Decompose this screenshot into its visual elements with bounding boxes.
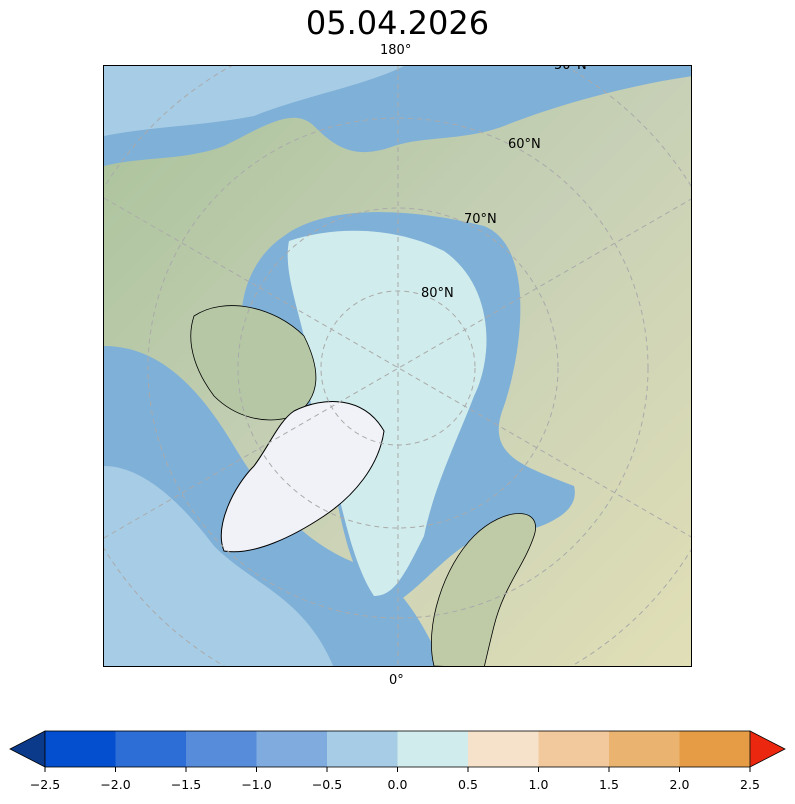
graticule: [104, 66, 691, 666]
colorbar-tick-label: −2.0: [100, 777, 131, 792]
greenland: [220, 401, 385, 553]
colorbar-tick-label: 1.0: [528, 777, 549, 792]
colorbar-over-triangle: [749, 730, 786, 768]
colorbar-tick-label: −2.5: [29, 777, 61, 792]
colorbar-tick-label: −1.5: [170, 777, 202, 792]
lat-label-50: 50°N: [554, 65, 587, 73]
colorbar-bin: [609, 731, 680, 767]
lat-label-80: 80°N: [421, 286, 454, 301]
map-canvas: [104, 66, 691, 666]
colorbar-bin: [327, 731, 398, 767]
colorbar-tick-label: 1.5: [599, 777, 619, 792]
lon-label-0: 0°: [389, 673, 404, 688]
colorbar-tick-label: 0.5: [458, 777, 478, 792]
colorbar-tick-label: −0.5: [311, 777, 343, 792]
colorbar-tick-label: 0.0: [387, 777, 408, 792]
colorbar-bin: [538, 731, 610, 767]
sea-ice: [287, 230, 487, 596]
colorbar-bin: [468, 731, 539, 767]
colorbar-bin: [256, 731, 328, 767]
map-title: 05.04.2026: [305, 4, 490, 42]
colorbar-bin: [115, 731, 187, 767]
colorbar-tick-label: 2.0: [669, 777, 690, 792]
lat-label-60: 60°N: [508, 137, 541, 152]
colorbar: [9, 730, 786, 772]
colorbar-bin: [186, 731, 257, 767]
colorbar-bin: [679, 731, 751, 767]
lon-label-180: 180°: [380, 43, 412, 58]
colorbar-tick-label: −1.0: [241, 777, 272, 792]
scandinavia: [431, 513, 536, 666]
polar-map: 50°N 60°N 70°N 80°N: [103, 65, 692, 667]
colorbar-under-triangle: [9, 730, 46, 768]
colorbar-tick-label: 2.5: [740, 777, 760, 792]
lat-label-70: 70°N: [464, 212, 497, 227]
colorbar-bin: [45, 731, 116, 767]
colorbar-bin: [397, 731, 469, 767]
